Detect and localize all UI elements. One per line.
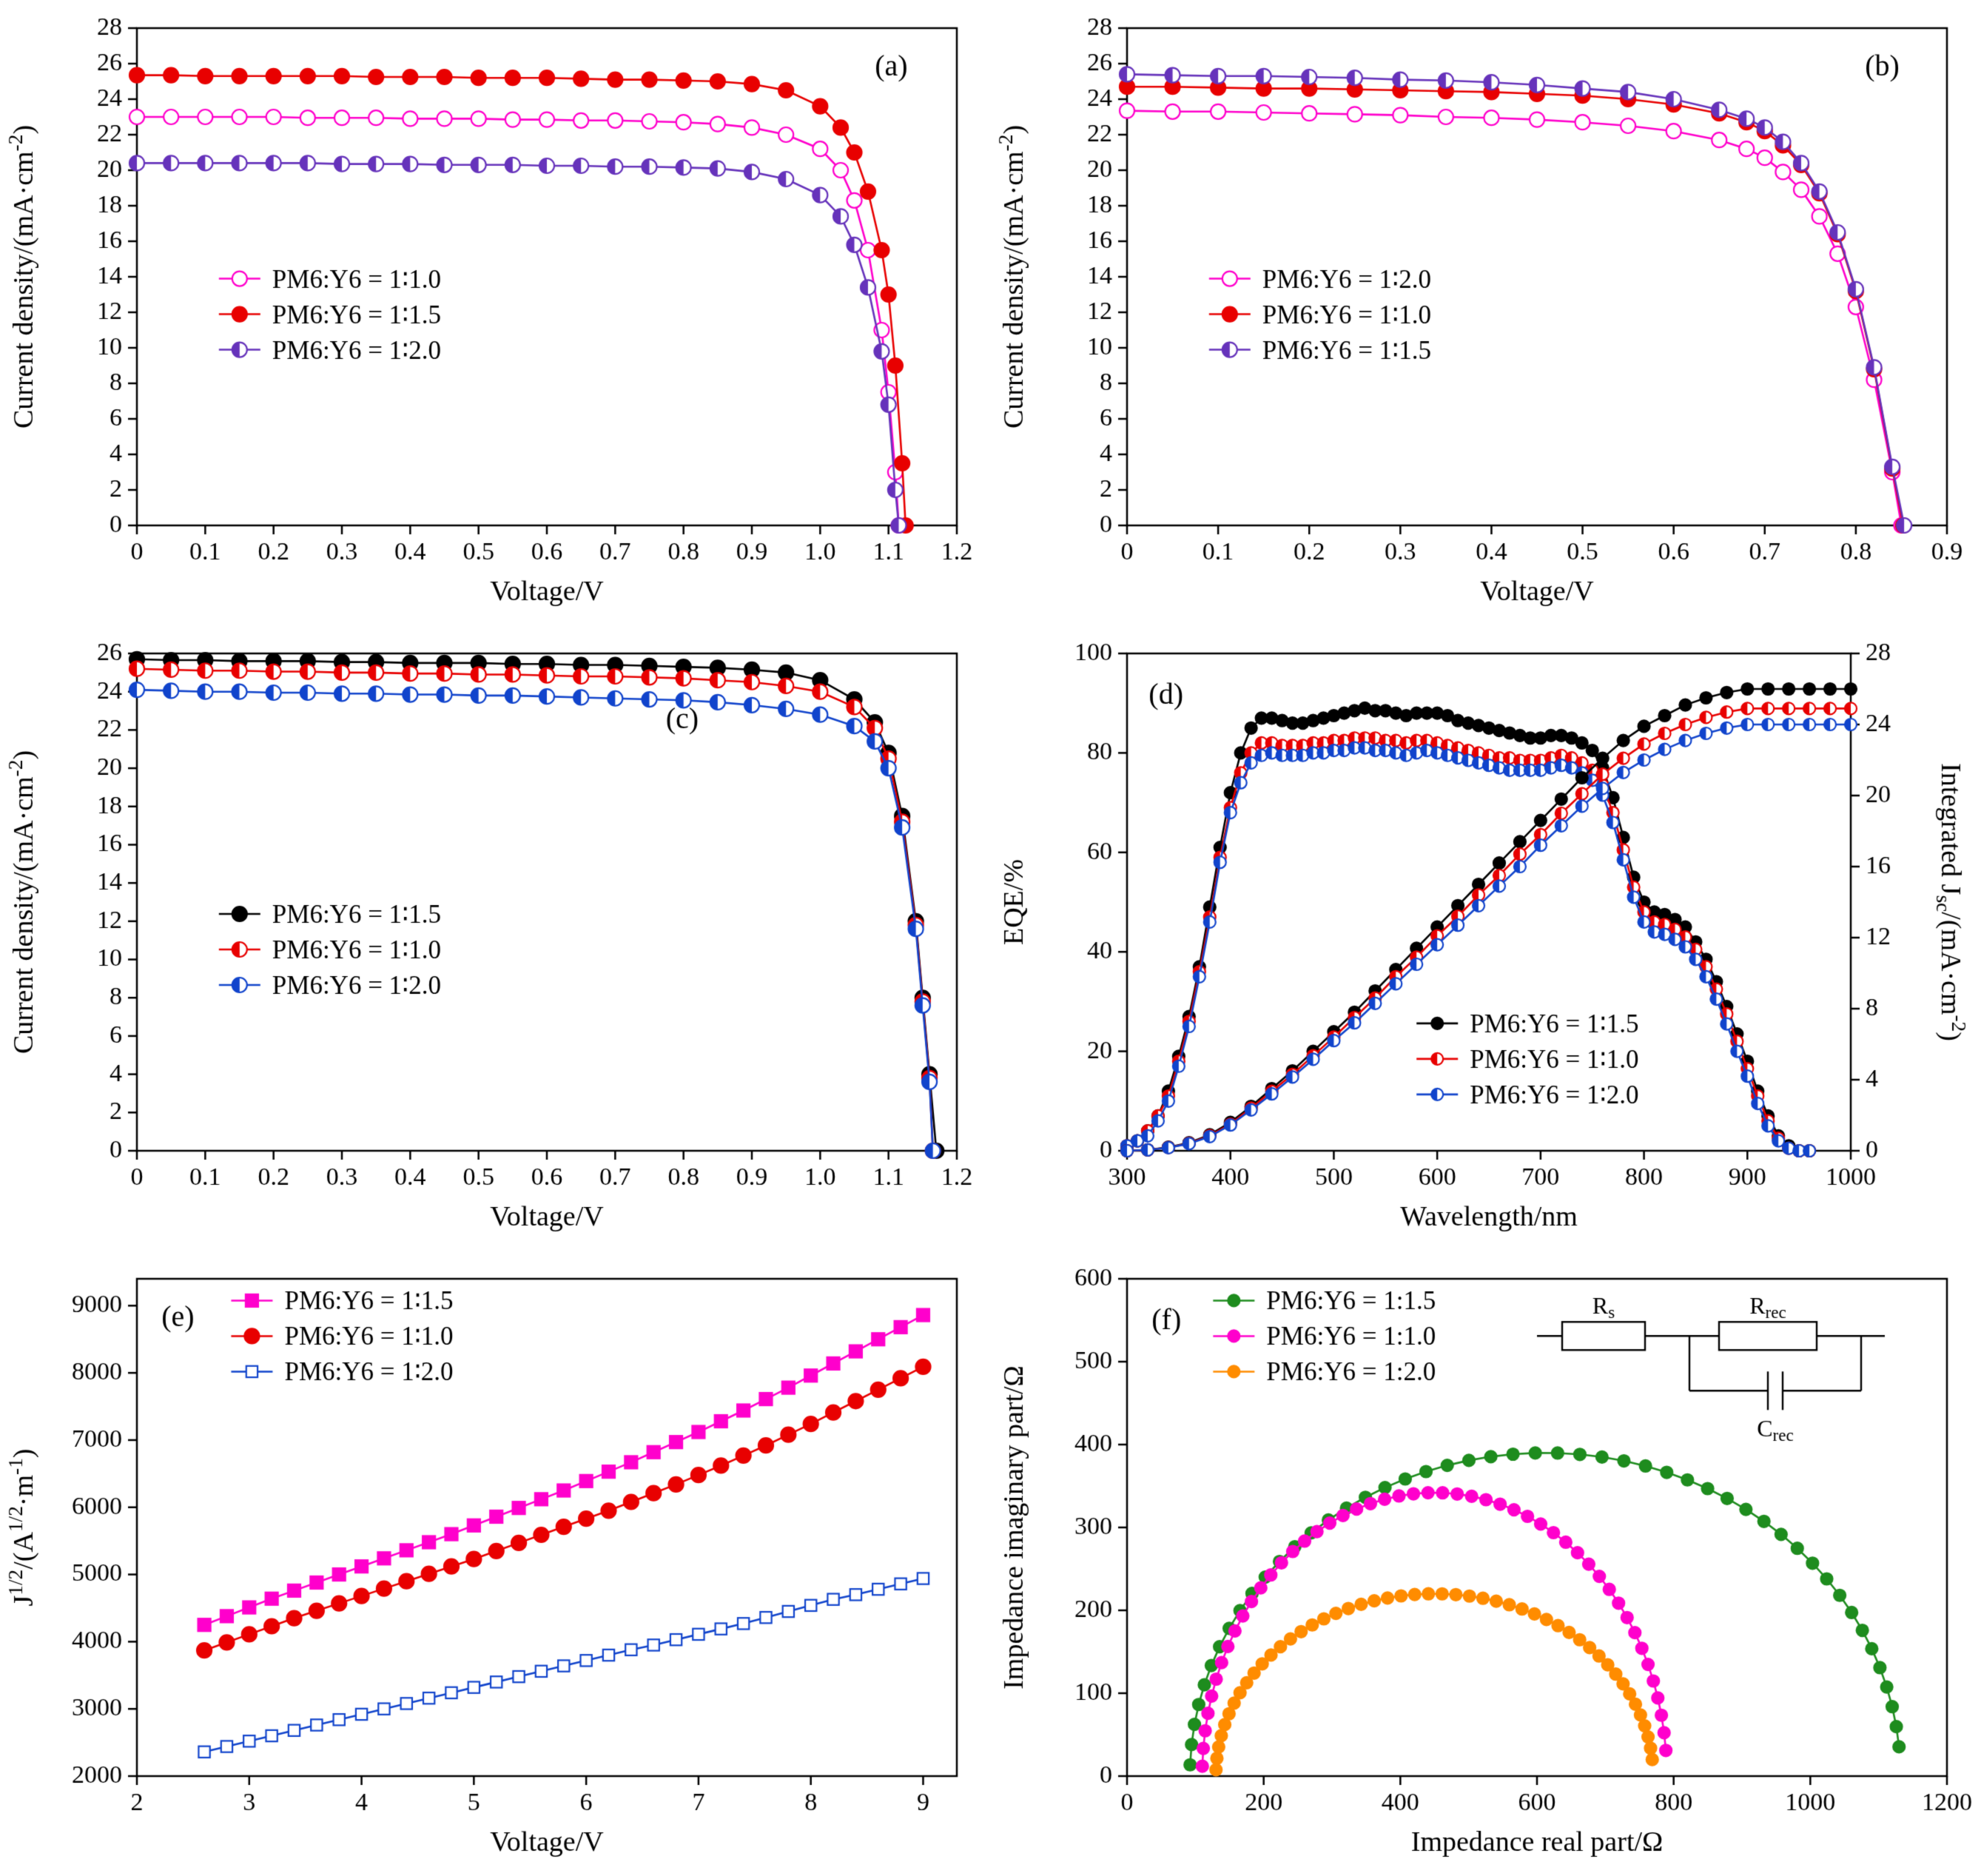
panel-d-chart [990, 625, 1980, 1251]
panel-c-chart [0, 625, 990, 1251]
panel-d [990, 625, 1980, 1251]
panel-f-chart [990, 1251, 1980, 1876]
panel-b [990, 0, 1980, 625]
panel-b-chart [990, 0, 1980, 625]
panel-a-chart [0, 0, 990, 625]
panel-a [0, 0, 990, 625]
panel-c [0, 625, 990, 1251]
panel-e-chart [0, 1251, 990, 1876]
panel-e [0, 1251, 990, 1876]
panel-f [990, 1251, 1980, 1876]
